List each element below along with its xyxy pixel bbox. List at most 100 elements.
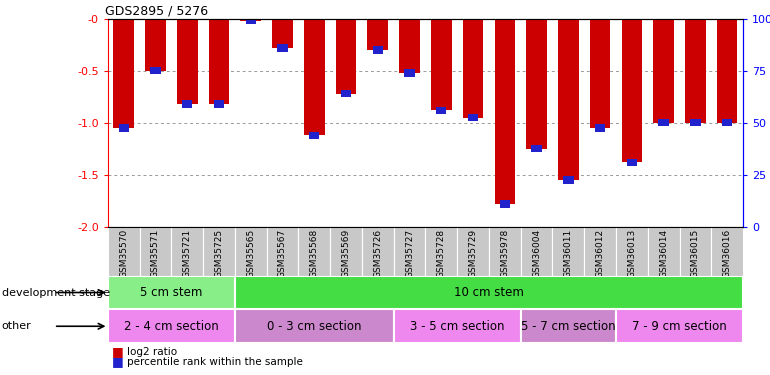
Bar bbox=[277, 44, 288, 51]
Text: 7 - 9 cm section: 7 - 9 cm section bbox=[632, 320, 727, 333]
Bar bbox=[717, 19, 738, 123]
Bar bbox=[235, 276, 743, 309]
Bar bbox=[145, 19, 166, 71]
Bar bbox=[584, 227, 616, 276]
Text: GSM35728: GSM35728 bbox=[437, 229, 446, 278]
Bar bbox=[341, 90, 351, 98]
Text: ■: ■ bbox=[112, 345, 123, 358]
Bar bbox=[563, 176, 574, 184]
Bar bbox=[690, 119, 701, 126]
Bar bbox=[336, 19, 357, 94]
Bar bbox=[393, 227, 425, 276]
Bar bbox=[108, 309, 235, 343]
Bar bbox=[431, 19, 452, 110]
Bar bbox=[489, 227, 521, 276]
Bar bbox=[209, 19, 229, 104]
Text: 5 - 7 cm section: 5 - 7 cm section bbox=[521, 320, 616, 333]
Text: GSM36004: GSM36004 bbox=[532, 229, 541, 278]
Bar bbox=[235, 309, 393, 343]
Bar bbox=[299, 227, 330, 276]
Bar bbox=[272, 19, 293, 48]
Text: 10 cm stem: 10 cm stem bbox=[454, 286, 524, 299]
Bar bbox=[616, 309, 743, 343]
Text: GSM36013: GSM36013 bbox=[628, 229, 636, 278]
Text: GSM35978: GSM35978 bbox=[500, 229, 509, 278]
Bar bbox=[240, 19, 261, 21]
Text: GSM36014: GSM36014 bbox=[659, 229, 668, 278]
Bar bbox=[457, 227, 489, 276]
Text: GSM35729: GSM35729 bbox=[469, 229, 477, 278]
Bar bbox=[648, 227, 680, 276]
Bar bbox=[182, 100, 192, 108]
Bar bbox=[521, 309, 616, 343]
Bar bbox=[246, 17, 256, 24]
Bar bbox=[685, 19, 706, 123]
Text: 0 - 3 cm section: 0 - 3 cm section bbox=[267, 320, 361, 333]
Bar bbox=[595, 124, 605, 132]
Text: GSM35727: GSM35727 bbox=[405, 229, 414, 278]
Bar bbox=[426, 227, 457, 276]
Bar bbox=[214, 100, 224, 108]
Bar bbox=[658, 119, 669, 126]
Bar bbox=[468, 114, 478, 121]
Bar bbox=[627, 159, 637, 166]
Text: 3 - 5 cm section: 3 - 5 cm section bbox=[410, 320, 504, 333]
Bar bbox=[373, 46, 383, 54]
Bar bbox=[362, 227, 393, 276]
Text: GSM35569: GSM35569 bbox=[342, 229, 350, 278]
Bar bbox=[500, 200, 510, 208]
Bar bbox=[653, 19, 674, 123]
Bar bbox=[558, 19, 579, 180]
Bar bbox=[679, 227, 711, 276]
Bar bbox=[330, 227, 362, 276]
Text: development stage: development stage bbox=[2, 288, 109, 297]
Bar bbox=[150, 67, 161, 74]
Bar bbox=[436, 106, 447, 114]
Bar bbox=[203, 227, 235, 276]
Bar bbox=[521, 227, 553, 276]
Bar bbox=[531, 145, 542, 153]
Bar bbox=[172, 227, 203, 276]
Bar bbox=[177, 19, 198, 104]
Bar bbox=[108, 227, 139, 276]
Bar bbox=[616, 227, 648, 276]
Text: GSM35570: GSM35570 bbox=[119, 229, 128, 278]
Bar bbox=[266, 227, 299, 276]
Bar bbox=[590, 19, 611, 128]
Text: GSM35565: GSM35565 bbox=[246, 229, 255, 278]
Bar bbox=[235, 227, 266, 276]
Text: GDS2895 / 5276: GDS2895 / 5276 bbox=[105, 4, 208, 18]
Bar bbox=[304, 19, 325, 135]
Text: GSM36012: GSM36012 bbox=[596, 229, 604, 278]
Bar bbox=[399, 19, 420, 73]
Bar bbox=[113, 19, 134, 128]
Text: GSM36011: GSM36011 bbox=[564, 229, 573, 278]
Text: ■: ■ bbox=[112, 356, 123, 368]
Text: GSM35568: GSM35568 bbox=[310, 229, 319, 278]
Bar bbox=[367, 19, 388, 50]
Bar bbox=[108, 276, 235, 309]
Text: GSM35726: GSM35726 bbox=[373, 229, 382, 278]
Bar bbox=[404, 69, 415, 76]
Text: GSM35571: GSM35571 bbox=[151, 229, 160, 278]
Bar bbox=[621, 19, 642, 162]
Bar bbox=[526, 19, 547, 149]
Text: 5 cm stem: 5 cm stem bbox=[140, 286, 203, 299]
Text: percentile rank within the sample: percentile rank within the sample bbox=[127, 357, 303, 367]
Text: other: other bbox=[2, 321, 32, 331]
Bar bbox=[722, 119, 732, 126]
Text: GSM36015: GSM36015 bbox=[691, 229, 700, 278]
Text: GSM35721: GSM35721 bbox=[182, 229, 192, 278]
Text: GSM36016: GSM36016 bbox=[723, 229, 732, 278]
Text: log2 ratio: log2 ratio bbox=[127, 347, 177, 357]
Bar bbox=[553, 227, 584, 276]
Bar bbox=[393, 309, 521, 343]
Bar bbox=[309, 132, 320, 139]
Bar bbox=[494, 19, 515, 204]
Bar bbox=[463, 19, 484, 118]
Text: GSM35567: GSM35567 bbox=[278, 229, 287, 278]
Bar bbox=[711, 227, 743, 276]
Text: GSM35725: GSM35725 bbox=[215, 229, 223, 278]
Bar bbox=[119, 124, 129, 132]
Text: 2 - 4 cm section: 2 - 4 cm section bbox=[124, 320, 219, 333]
